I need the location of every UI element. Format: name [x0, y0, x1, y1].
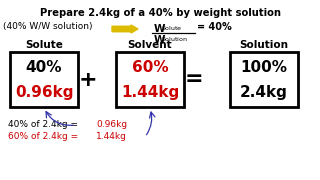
Text: 40% of 2.4kg =: 40% of 2.4kg =: [8, 120, 81, 129]
Text: Solute: Solute: [25, 40, 63, 50]
Text: Solvent: Solvent: [128, 40, 172, 50]
Text: $\mathbf{W}$: $\mathbf{W}$: [153, 22, 166, 34]
Text: (40% W/W solution): (40% W/W solution): [3, 22, 92, 31]
Text: 0.96kg: 0.96kg: [15, 84, 73, 100]
Text: 40%: 40%: [26, 60, 62, 75]
Bar: [116, 52, 184, 107]
Text: +: +: [79, 69, 97, 89]
Text: 1.44kg: 1.44kg: [121, 84, 179, 100]
Text: 2.4kg: 2.4kg: [240, 84, 288, 100]
Text: 60% of 2.4kg =: 60% of 2.4kg =: [8, 132, 81, 141]
Text: $\mathregular{Solute}$: $\mathregular{Solute}$: [161, 24, 182, 32]
FancyArrow shape: [112, 25, 138, 33]
Text: $\mathregular{Solution}$: $\mathregular{Solution}$: [161, 35, 188, 43]
Bar: [230, 52, 298, 107]
Text: 60%: 60%: [132, 60, 168, 75]
Text: =: =: [185, 69, 203, 89]
Text: $\mathbf{W}$: $\mathbf{W}$: [153, 33, 166, 45]
Bar: [10, 52, 78, 107]
Text: = 40%: = 40%: [197, 22, 232, 32]
Text: 100%: 100%: [241, 60, 287, 75]
Text: 0.96kg: 0.96kg: [96, 120, 127, 129]
Text: Prepare 2.4kg of a 40% by weight solution: Prepare 2.4kg of a 40% by weight solutio…: [39, 8, 281, 18]
Text: Solution: Solution: [239, 40, 289, 50]
Text: 1.44kg: 1.44kg: [96, 132, 127, 141]
